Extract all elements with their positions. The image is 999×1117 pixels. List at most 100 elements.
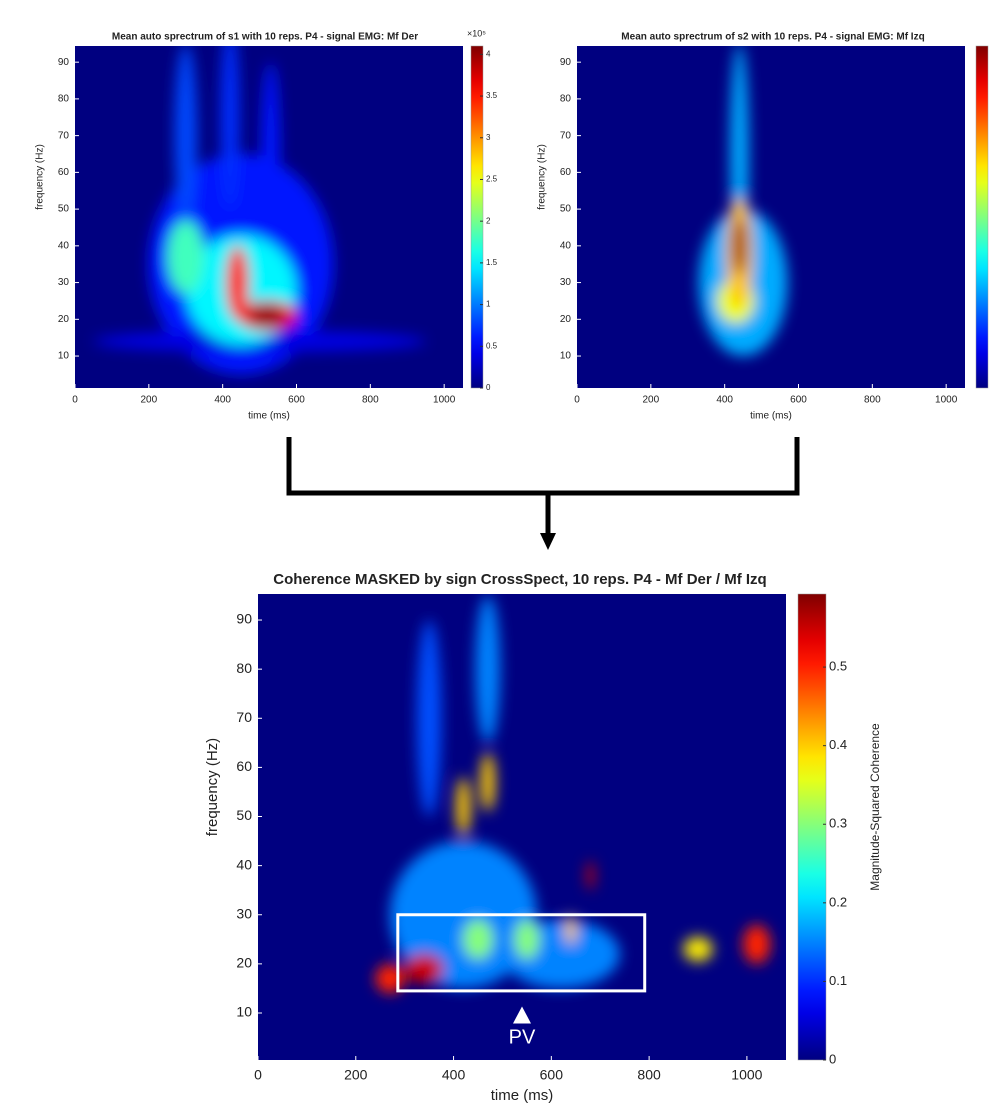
y-tick-label: 40 (560, 240, 572, 251)
x-tick-label: 600 (540, 1067, 564, 1083)
connector (286, 437, 800, 496)
heat-spot (375, 963, 405, 994)
x-axis-label: time (ms) (248, 411, 290, 422)
y-tick-label: 50 (236, 807, 252, 823)
colorbar-tick-label: 1.5 (486, 258, 498, 267)
heatmap-blur (93, 46, 426, 375)
colorbar-tick-label: 0.5 (486, 341, 498, 350)
x-tick-label: 200 (642, 395, 659, 406)
y-tick-label: 30 (58, 277, 70, 288)
x-tick-label: 600 (288, 395, 305, 406)
colorbar-tick-label: 3.5 (486, 91, 498, 100)
x-tick-label: 200 (344, 1067, 368, 1083)
chart-title: Coherence MASKED by sign CrossSpect, 10 … (273, 571, 766, 588)
y-tick-label: 60 (58, 167, 70, 178)
colorbar-tick-label: 0.1 (829, 973, 847, 988)
y-tick-label: 60 (236, 758, 252, 774)
y-tick-label: 70 (236, 709, 252, 725)
heat-spot (416, 620, 442, 817)
colorbar-exponent: ×10⁵ (467, 28, 486, 38)
y-tick-label: 10 (236, 1004, 252, 1020)
x-tick-label: 800 (864, 395, 881, 406)
x-tick-label: 800 (637, 1067, 661, 1083)
y-tick-label: 80 (236, 660, 252, 676)
heat-spot (174, 46, 197, 228)
colorbar-tick-label: 0.2 (829, 894, 847, 909)
y-tick-label: 70 (560, 130, 572, 141)
y-tick-label: 50 (560, 204, 572, 215)
x-tick-label: 1000 (433, 395, 456, 406)
heat-spot (261, 62, 280, 246)
heat-spot (514, 919, 540, 959)
x-tick-label: 0 (72, 395, 78, 406)
y-tick-label: 30 (236, 905, 252, 921)
y-tick-label: 20 (560, 314, 572, 325)
y-tick-label: 20 (58, 314, 70, 325)
y-tick-label: 90 (236, 611, 252, 627)
heat-spot (566, 914, 576, 945)
heatmap (93, 46, 426, 375)
x-tick-label: 400 (716, 395, 733, 406)
y-tick-label: 60 (560, 167, 572, 178)
y-tick-label: 90 (560, 57, 572, 68)
x-tick-label: 1000 (935, 395, 958, 406)
colorbar-tick-label: 0.4 (829, 737, 847, 752)
y-tick-label: 40 (58, 240, 70, 251)
heat-spot (456, 777, 471, 837)
y-tick-label: 70 (58, 130, 70, 141)
heat-spot (167, 220, 205, 294)
highlight-box (396, 913, 647, 993)
heatmap-blur (375, 595, 771, 994)
x-tick-label: 1000 (731, 1067, 762, 1083)
x-axis-label: time (ms) (750, 411, 792, 422)
x-tick-label: 400 (442, 1067, 466, 1083)
colorbar-tick-label: 0 (486, 383, 491, 392)
connector-arrows (286, 437, 800, 535)
y-tick-label: 10 (58, 351, 70, 362)
x-axis-label: time (ms) (491, 1087, 554, 1104)
heat-spot (248, 304, 286, 327)
colorbar-tick-label: 2.5 (486, 175, 498, 184)
heatmap (375, 595, 771, 994)
y-axis-label: frequency (Hz) (537, 144, 548, 210)
heat-spot (475, 595, 500, 743)
heat-spot (742, 924, 771, 964)
x-tick-label: 800 (362, 395, 379, 406)
y-tick-label: 80 (58, 94, 70, 105)
heat-spot (226, 245, 249, 320)
heat-spot (220, 46, 240, 210)
heat-spot (683, 936, 713, 962)
colorbar-tick-label: 0.5 (829, 659, 847, 674)
y-tick-label: 30 (560, 277, 572, 288)
y-tick-label: 20 (236, 955, 252, 971)
heat-spot (732, 216, 747, 276)
colorbar-tick-label: 0.3 (829, 816, 847, 831)
y-tick-label: 80 (560, 94, 572, 105)
colorbar (470, 45, 484, 389)
chart: Coherence MASKED by sign CrossSpect, 10 … (204, 571, 882, 1104)
heatmap (698, 46, 788, 357)
annotation-marker (513, 1006, 531, 1024)
x-tick-label: 0 (574, 395, 580, 406)
chart: Mean auto sprectrum of s2 with 10 reps. … (537, 32, 989, 422)
annotation-label: PV (509, 1027, 536, 1049)
colorbar (797, 593, 827, 1061)
heat-spot (480, 752, 496, 812)
colorbar-tick-label: 3 (486, 133, 491, 142)
y-tick-label: 90 (58, 57, 70, 68)
arrow-head (540, 533, 556, 550)
chart-title: Mean auto sprectrum of s1 with 10 reps. … (112, 32, 418, 43)
colorbar-label: Magnitude-Squared Coherence (868, 723, 882, 891)
y-axis-label: frequency (Hz) (204, 738, 221, 836)
plot-background (258, 594, 786, 1060)
y-tick-label: 40 (236, 856, 252, 872)
heatmap-blur (698, 46, 788, 357)
y-tick-label: 50 (58, 204, 70, 215)
x-tick-label: 400 (214, 395, 231, 406)
x-tick-label: 200 (140, 395, 157, 406)
heat-spot (404, 954, 444, 984)
x-tick-label: 0 (254, 1067, 262, 1083)
chart: Mean auto sprectrum of s1 with 10 reps. … (35, 28, 498, 422)
chart-title: Mean auto sprectrum of s2 with 10 reps. … (621, 32, 924, 43)
